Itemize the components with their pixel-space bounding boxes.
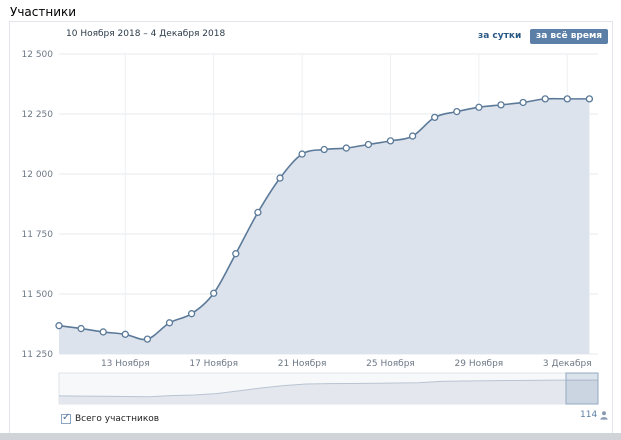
x-tick-label: 17 Ноября	[189, 359, 238, 369]
x-tick-label: 3 Декабря	[543, 359, 592, 369]
data-point	[276, 174, 284, 182]
area-fill	[59, 98, 590, 354]
data-point	[364, 140, 373, 149]
chart-points	[55, 95, 594, 343]
data-point	[254, 208, 262, 217]
data-point	[431, 113, 439, 122]
data-point	[585, 95, 594, 103]
data-point	[232, 250, 240, 258]
navigator-line	[58, 379, 598, 398]
y-tick-label: 11 750	[22, 230, 54, 240]
data-point	[77, 324, 85, 333]
data-point	[99, 328, 107, 336]
x-tick-label: 13 Ноября	[101, 359, 150, 369]
data-point	[563, 95, 571, 103]
navigator-area	[59, 380, 598, 404]
legend-item[interactable]: Всего участников	[61, 412, 159, 426]
data-point	[121, 330, 129, 338]
data-point	[55, 322, 63, 330]
data-point	[165, 319, 174, 327]
data-point	[519, 98, 527, 107]
navigator-selection	[565, 372, 599, 405]
members-counter: 114	[580, 408, 608, 422]
widget-title: Участники	[10, 5, 77, 19]
person-icon	[600, 410, 608, 420]
data-point	[453, 107, 461, 116]
data-point	[187, 310, 196, 318]
y-tick-label: 12 250	[22, 110, 54, 120]
horizontal-scrollbar[interactable]	[0, 433, 621, 440]
y-tick-label: 12 000	[22, 170, 54, 180]
period-all-button[interactable]: за всё время	[530, 29, 609, 44]
y-tick-label: 12 500	[22, 50, 54, 60]
data-point	[497, 101, 505, 109]
period-day-button[interactable]: за сутки	[478, 31, 522, 41]
x-tick-label: 25 Ноября	[366, 359, 415, 369]
range-navigator	[58, 372, 599, 405]
x-axis: 13 Ноября 17 Ноября 21 Ноября 25 Ноября 29 Н…	[101, 359, 592, 369]
data-point	[408, 132, 417, 140]
legend-label: Всего участников	[75, 414, 160, 424]
x-tick-label: 29 Ноября	[455, 359, 504, 369]
data-point	[541, 95, 549, 103]
data-point	[475, 103, 483, 111]
x-tick-label: 21 Ноября	[278, 359, 327, 369]
y-tick-label: 11 500	[22, 290, 54, 300]
data-point	[298, 150, 306, 158]
y-axis: 11 250 11 500 11 750 12 000 12 250 12 500	[22, 50, 54, 360]
data-point	[386, 137, 395, 145]
y-tick-label: 11 250	[22, 350, 54, 360]
legend-checkbox[interactable]	[61, 412, 71, 424]
data-point	[210, 289, 218, 297]
date-range: 10 Ноября 2018 – 4 Декабря 2018	[66, 29, 226, 39]
data-point	[143, 335, 152, 343]
counter-value: 114	[580, 410, 598, 420]
data-point	[320, 145, 328, 154]
data-point	[342, 144, 350, 152]
